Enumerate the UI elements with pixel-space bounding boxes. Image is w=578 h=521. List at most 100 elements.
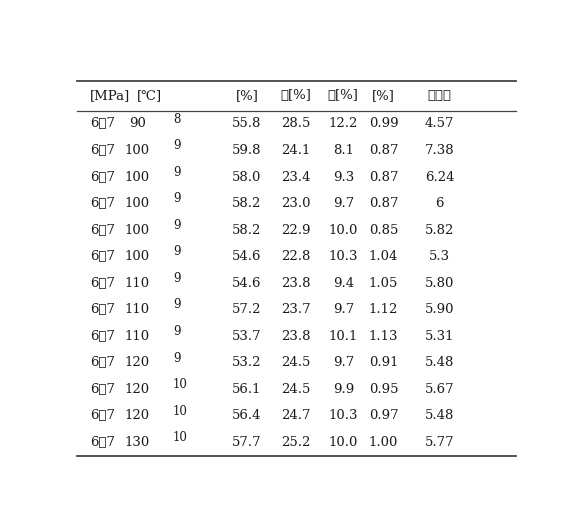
Text: 6～7: 6～7 <box>90 117 115 130</box>
Text: 100: 100 <box>125 224 150 237</box>
Text: 9.3: 9.3 <box>332 170 354 183</box>
Text: 0.87: 0.87 <box>369 170 398 183</box>
Text: 10.3: 10.3 <box>328 250 358 263</box>
Text: 0.85: 0.85 <box>369 224 398 237</box>
Text: 110: 110 <box>125 277 150 290</box>
Text: 5.31: 5.31 <box>425 330 454 343</box>
Text: 90: 90 <box>129 117 146 130</box>
Text: 9: 9 <box>173 352 180 365</box>
Text: 110: 110 <box>125 303 150 316</box>
Text: 25.2: 25.2 <box>281 436 311 449</box>
Text: 100: 100 <box>125 144 150 157</box>
Text: 59.8: 59.8 <box>232 144 262 157</box>
Text: 10.0: 10.0 <box>328 436 358 449</box>
Text: 23.8: 23.8 <box>281 277 311 290</box>
Text: 56.4: 56.4 <box>232 410 262 423</box>
Text: 58.0: 58.0 <box>232 170 262 183</box>
Text: 120: 120 <box>125 383 150 396</box>
Text: 0.91: 0.91 <box>369 356 398 369</box>
Text: 1.04: 1.04 <box>369 250 398 263</box>
Text: 53.7: 53.7 <box>232 330 262 343</box>
Text: 0.95: 0.95 <box>369 383 398 396</box>
Text: 6～7: 6～7 <box>90 170 115 183</box>
Text: 9: 9 <box>173 325 180 338</box>
Text: 6～7: 6～7 <box>90 197 115 210</box>
Text: 24.5: 24.5 <box>281 356 311 369</box>
Text: 130: 130 <box>125 436 150 449</box>
Text: 5.82: 5.82 <box>425 224 454 237</box>
Text: [MPa]: [MPa] <box>90 89 131 102</box>
Text: 6～7: 6～7 <box>90 144 115 157</box>
Text: 10: 10 <box>173 431 188 444</box>
Text: 醇[%]: 醇[%] <box>281 89 312 102</box>
Text: 54.6: 54.6 <box>232 277 262 290</box>
Text: 6～7: 6～7 <box>90 250 115 263</box>
Text: 6～7: 6～7 <box>90 356 115 369</box>
Text: 6～7: 6～7 <box>90 410 115 423</box>
Text: 56.1: 56.1 <box>232 383 262 396</box>
Text: 7.38: 7.38 <box>425 144 454 157</box>
Text: 5.80: 5.80 <box>425 277 454 290</box>
Text: 9: 9 <box>173 299 180 312</box>
Text: 6～7: 6～7 <box>90 277 115 290</box>
Text: 5.77: 5.77 <box>425 436 454 449</box>
Text: 23.0: 23.0 <box>281 197 311 210</box>
Text: 10.3: 10.3 <box>328 410 358 423</box>
Text: 10.1: 10.1 <box>328 330 358 343</box>
Text: 1.00: 1.00 <box>369 436 398 449</box>
Text: 1.13: 1.13 <box>369 330 398 343</box>
Text: 100: 100 <box>125 250 150 263</box>
Text: 120: 120 <box>125 356 150 369</box>
Text: 5.67: 5.67 <box>425 383 454 396</box>
Text: 120: 120 <box>125 410 150 423</box>
Text: 1.05: 1.05 <box>369 277 398 290</box>
Text: [%]: [%] <box>235 89 258 102</box>
Text: 5.48: 5.48 <box>425 356 454 369</box>
Text: 23.4: 23.4 <box>281 170 311 183</box>
Text: 22.9: 22.9 <box>281 224 311 237</box>
Text: 9: 9 <box>173 219 180 232</box>
Text: 0.99: 0.99 <box>369 117 398 130</box>
Text: 10.0: 10.0 <box>328 224 358 237</box>
Text: [%]: [%] <box>372 89 395 102</box>
Text: 24.7: 24.7 <box>281 410 311 423</box>
Text: 9.7: 9.7 <box>332 303 354 316</box>
Text: 5.90: 5.90 <box>425 303 454 316</box>
Text: 6.24: 6.24 <box>425 170 454 183</box>
Text: 9: 9 <box>173 192 180 205</box>
Text: 10: 10 <box>173 405 188 417</box>
Text: 12.2: 12.2 <box>328 117 358 130</box>
Text: 6: 6 <box>435 197 444 210</box>
Text: 8: 8 <box>173 113 180 126</box>
Text: 6～7: 6～7 <box>90 224 115 237</box>
Text: 4.57: 4.57 <box>425 117 454 130</box>
Text: 1.12: 1.12 <box>369 303 398 316</box>
Text: 5.48: 5.48 <box>425 410 454 423</box>
Text: 8.1: 8.1 <box>333 144 354 157</box>
Text: 58.2: 58.2 <box>232 197 262 210</box>
Text: 100: 100 <box>125 197 150 210</box>
Text: 6～7: 6～7 <box>90 383 115 396</box>
Text: 100: 100 <box>125 170 150 183</box>
Text: 57.7: 57.7 <box>232 436 262 449</box>
Text: 9.9: 9.9 <box>332 383 354 396</box>
Text: 23.7: 23.7 <box>281 303 311 316</box>
Text: 24.1: 24.1 <box>281 144 311 157</box>
Text: 9: 9 <box>173 166 180 179</box>
Text: 0.87: 0.87 <box>369 197 398 210</box>
Text: 28.5: 28.5 <box>281 117 311 130</box>
Text: 0.97: 0.97 <box>369 410 398 423</box>
Text: 6～7: 6～7 <box>90 303 115 316</box>
Text: 醇[%]: 醇[%] <box>328 89 359 102</box>
Text: 110: 110 <box>125 330 150 343</box>
Text: 6～7: 6～7 <box>90 330 115 343</box>
Text: 9: 9 <box>173 139 180 152</box>
Text: 5.3: 5.3 <box>429 250 450 263</box>
Text: 54.6: 54.6 <box>232 250 262 263</box>
Text: 22.8: 22.8 <box>281 250 311 263</box>
Text: 58.2: 58.2 <box>232 224 262 237</box>
Text: 9.7: 9.7 <box>332 356 354 369</box>
Text: [℃]: [℃] <box>137 89 162 102</box>
Text: 24.5: 24.5 <box>281 383 311 396</box>
Text: 9: 9 <box>173 272 180 285</box>
